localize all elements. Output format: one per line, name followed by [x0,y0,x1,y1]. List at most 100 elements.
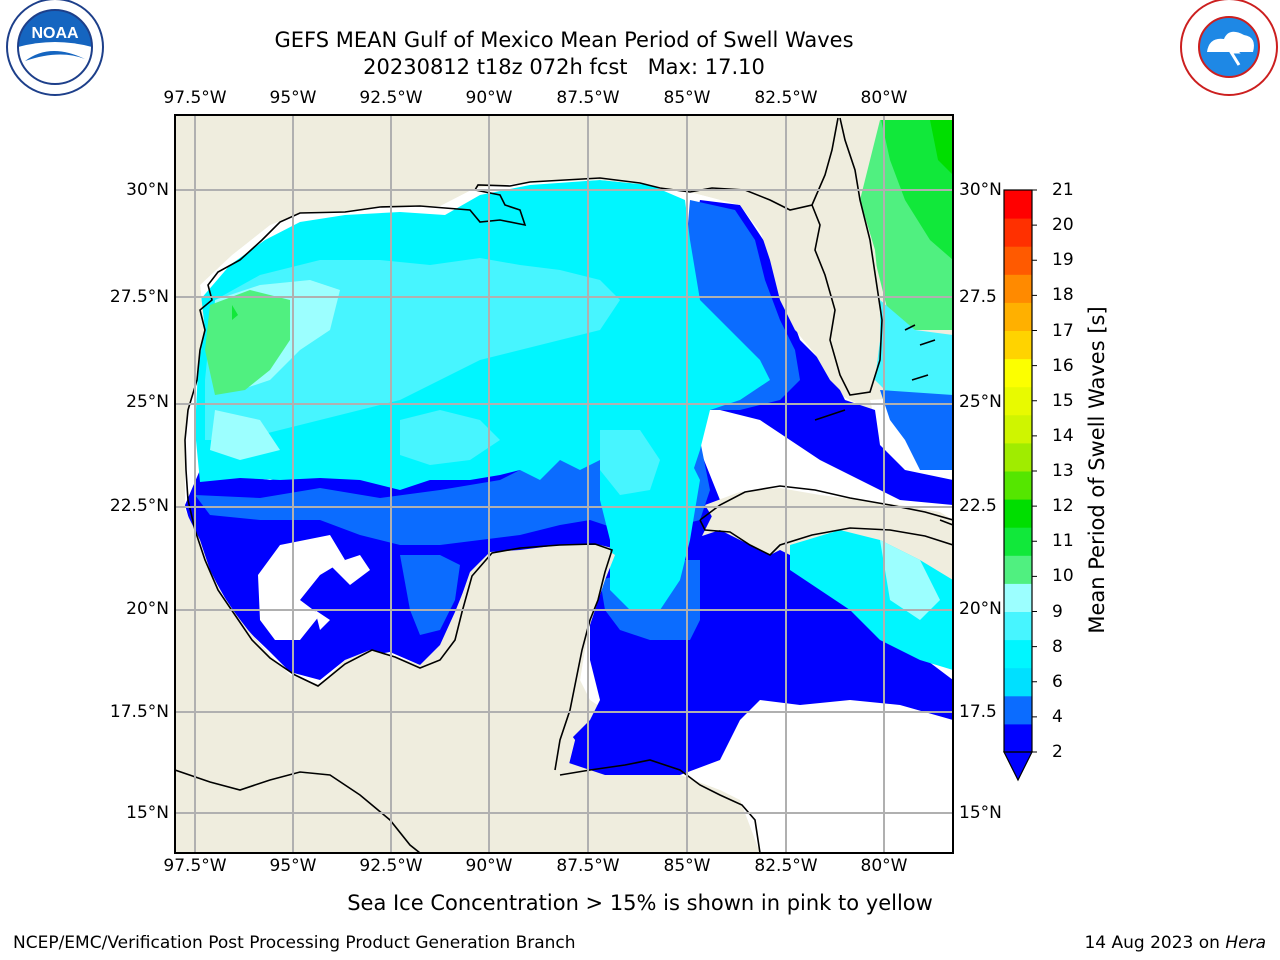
lat-tick-left: 30°N [126,180,169,200]
lon-tick-top: 87.5°W [556,88,620,108]
coastline-cuba [699,485,953,556]
nws-logo [1180,0,1278,96]
lon-tick-bottom: 87.5°W [556,856,620,876]
lat-tick-left: 27.5°N [109,287,169,307]
colorbar-segment [1004,723,1032,753]
colorbar-segment [1004,555,1032,584]
central-america-land [560,760,760,853]
colorbar-tick-label: 15 [1052,390,1074,411]
florida-land [690,115,953,400]
colorbar-segment [1004,274,1032,303]
colorbar-segment [1004,583,1032,612]
swell-band-9-10s-c [880,540,940,620]
lat-tick-right: 22.5 [959,496,997,516]
lon-tick-top: 85°W [663,88,711,108]
colorbar-segment [1004,302,1032,331]
footer-date: 14 Aug 2023 on Hera [1084,933,1266,953]
colorbar-segment [1004,639,1032,669]
colorbar-tick-label: 12 [1052,496,1074,517]
noaa-logo-text: NOAA [31,25,79,42]
map-title-line2: 20230812 t18z 072h fcst Max: 17.10 [363,55,765,79]
colorbar-tick-label: 2 [1052,742,1063,762]
lat-tick-left: 20°N [126,599,169,619]
lat-tick-left: 15°N [126,803,169,823]
swell-band-4-6s-bay [400,555,460,635]
footer-machine: Hera [1225,933,1266,953]
colorbar-title: Mean Period of Swell Waves [s] [1085,306,1109,634]
colorbar [1003,189,1037,782]
swell-band-9-10s-b [210,410,280,460]
coastline-pacific [175,769,421,853]
colorbar-segment [1004,358,1032,388]
colorbar-tick-label: 10 [1052,566,1074,587]
footer-date-text: 14 Aug 2023 on [1084,933,1226,953]
lon-tick-bottom: 92.5°W [359,856,423,876]
lon-tick-top: 80°W [860,88,908,108]
coastline-gulf [184,117,839,771]
noaa-logo [6,0,104,96]
colorbar-tick-label: 17 [1052,320,1074,341]
swell-band-8-9s-b [400,410,500,465]
coastline-hispaniola [939,519,953,526]
colorbar-segment [1004,611,1032,641]
colorbar-segment [1004,667,1032,697]
gridlines [175,115,953,853]
colorbar-segment [1004,386,1032,416]
lat-tick-right: 17.5 [959,702,997,722]
lon-tick-bottom: 95°W [269,856,317,876]
colorbar-tick-label: 6 [1052,671,1063,692]
sea-ice-note: Sea Ice Concentration > 15% is shown in … [347,891,933,915]
lat-tick-left: 17.5°N [109,702,169,722]
swell-band-8-9s-c [600,430,660,495]
lon-tick-top: 97.5°W [163,88,227,108]
yucatan-land [175,545,615,853]
lat-tick-right: 30°N [959,180,1002,200]
mexico-land [175,115,840,853]
lat-tick-left: 25°N [126,392,169,412]
colorbar-tick-label: 18 [1052,285,1074,306]
swell-band-10-11s-west [205,290,290,395]
lon-tick-bottom: 97.5°W [163,856,227,876]
colorbar-tick-label: 16 [1052,355,1074,376]
colorbar-segment [1004,218,1032,247]
lon-tick-top: 82.5°W [754,88,818,108]
colorbar-segment [1004,246,1032,275]
lat-tick-right: 20°N [959,599,1002,619]
colorbar-segment [1004,190,1032,219]
colorbar-tick-label: 13 [1052,461,1074,481]
colorbar-tick-label: 11 [1052,531,1074,552]
colorbar-tick-label: 14 [1052,425,1074,446]
map-frame [174,114,954,854]
lat-tick-right: 25°N [959,392,1002,412]
colorbar-tick-label: 4 [1052,706,1063,727]
colorbar-segment [1004,695,1032,725]
colorbar-segment [1004,527,1032,556]
colorbar-tick-label: 8 [1052,636,1063,657]
coastline-keys [814,409,846,421]
lat-tick-right: 15°N [959,803,1002,823]
colorbar-tick-label: 19 [1052,250,1074,271]
lon-tick-top: 92.5°W [359,88,423,108]
lat-tick-right: 27.5 [959,287,997,307]
lon-tick-top: 90°W [465,88,513,108]
lon-tick-bottom: 85°W [663,856,711,876]
colorbar-segment [1004,471,1032,500]
colorbar-segment [1004,499,1032,528]
coastline-bahamas [904,324,936,381]
colorbar-extend-arrow [1003,751,1033,782]
colorbar-tick-label: 9 [1052,601,1063,622]
lon-tick-bottom: 82.5°W [754,856,818,876]
lat-tick-left: 22.5°N [109,496,169,516]
colorbar-segment [1004,442,1032,472]
atlantic-band-east-dark [880,115,953,260]
colorbar-segment [1004,330,1032,360]
map-title-line1: GEFS MEAN Gulf of Mexico Mean Period of … [274,28,854,52]
lon-tick-top: 95°W [269,88,317,108]
colorbar-tick-label: 20 [1052,215,1074,236]
lon-tick-bottom: 90°W [465,856,513,876]
map-plot-area [175,115,953,853]
colorbar-tick-label: 21 [1052,180,1074,200]
footer-credit: NCEP/EMC/Verification Post Processing Pr… [13,933,576,953]
colorbar-segment [1004,414,1032,444]
